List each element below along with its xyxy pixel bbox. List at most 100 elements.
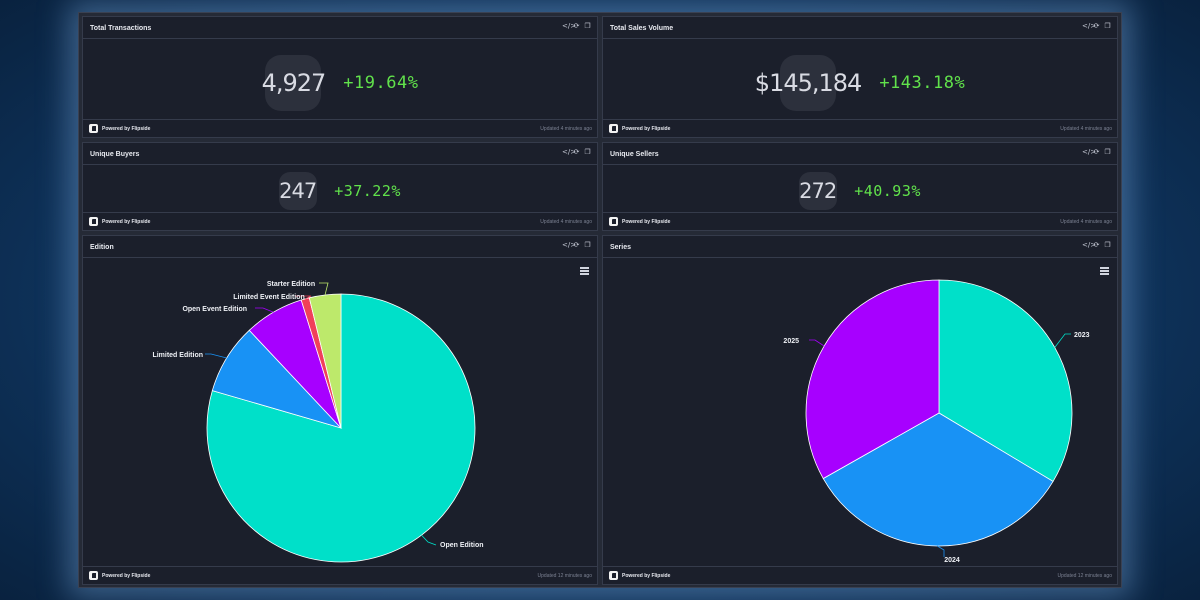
updated-timestamp: Updated 12 minutes ago (537, 573, 592, 579)
flipside-logo-icon (89, 571, 98, 580)
copy-icon[interactable]: ❐ (1104, 22, 1111, 30)
flipside-logo-icon (89, 124, 98, 133)
label-connector-2025 (809, 339, 825, 347)
powered-by-link[interactable]: Powered by Flipside (89, 571, 150, 580)
copy-icon[interactable]: ❐ (1104, 241, 1111, 249)
panel-title: Total Sales Volume (610, 25, 674, 32)
unique-buyers-panel: Unique Buyers </> ⟳ ❐ 247 +37.22% Powere… (82, 142, 598, 231)
pie-label-2024: 2024 (944, 557, 960, 564)
powered-by-text: Powered by Flipside (622, 572, 671, 579)
code-icon[interactable]: </> (1082, 22, 1097, 30)
panel-title: Unique Sellers (610, 151, 659, 158)
panel-footer: Powered by Flipside Updated 4 minutes ag… (83, 119, 597, 137)
edition-pie-chart: Open Edition Limited Edition Open Event Ed… (152, 281, 484, 563)
flipside-watermark-icon (265, 55, 322, 111)
flipside-watermark-icon (278, 172, 317, 210)
panel-actions: </> ⟳ ❐ (1082, 149, 1111, 156)
panel-actions: </> ⟳ ❐ (562, 149, 591, 156)
refresh-icon[interactable]: ⟳ (1093, 241, 1100, 249)
pie-slice-2025[interactable] (805, 279, 940, 480)
code-icon[interactable]: </> (562, 22, 577, 30)
panel-actions: </> ⟳ ❐ (1082, 23, 1111, 30)
pie-label-2023: 2023 (1074, 332, 1090, 339)
refresh-icon[interactable]: ⟳ (573, 148, 580, 156)
series-pie-chart: 2023 2024 2025 (783, 279, 1090, 564)
refresh-icon[interactable]: ⟳ (1093, 148, 1100, 156)
panel-footer: Powered by Flipside Updated 4 minutes ag… (603, 119, 1117, 137)
powered-by-link[interactable]: Powered by Flipside (609, 217, 670, 226)
panel-footer: Powered by Flipside Updated 4 minutes ag… (83, 212, 597, 230)
edition-panel: Edition </> ⟳ ❐ Open Edition Limited Edit… (82, 235, 598, 585)
powered-by-link[interactable]: Powered by Flipside (89, 124, 150, 133)
stat-number: $145,184 (754, 69, 863, 97)
powered-by-text: Powered by Flipside (622, 218, 671, 225)
panel-header: Unique Sellers </> ⟳ ❐ (603, 143, 1117, 165)
powered-by-link[interactable]: Powered by Flipside (89, 217, 150, 226)
stat-row: 272 +40.93% (603, 169, 1117, 213)
powered-by-link[interactable]: Powered by Flipside (609, 571, 670, 580)
panel-title: Series (610, 244, 632, 251)
copy-icon[interactable]: ❐ (584, 241, 591, 249)
updated-timestamp: Updated 12 minutes ago (1057, 573, 1112, 579)
refresh-icon[interactable]: ⟳ (573, 241, 580, 249)
stat-number: 247 (279, 179, 317, 203)
hamburger-menu-icon[interactable] (1100, 267, 1109, 275)
stat-row: 4,927 +19.64% (83, 47, 597, 119)
label-connector-starter-edition (319, 282, 329, 296)
panel-actions: </> ⟳ ❐ (1082, 242, 1111, 249)
label-connector-2023 (1054, 333, 1071, 348)
stat-change: +19.64% (343, 73, 419, 93)
copy-icon[interactable]: ❐ (1104, 148, 1111, 156)
powered-by-text: Powered by Flipside (622, 125, 671, 132)
code-icon[interactable]: </> (562, 148, 577, 156)
flipside-logo-icon (609, 124, 618, 133)
panel-footer: Powered by Flipside Updated 12 minutes a… (83, 566, 597, 584)
refresh-icon[interactable]: ⟳ (573, 22, 580, 30)
panel-header: Unique Buyers </> ⟳ ❐ (83, 143, 597, 165)
updated-timestamp: Updated 4 minutes ago (1060, 219, 1112, 225)
hamburger-menu-icon[interactable] (580, 267, 589, 275)
code-icon[interactable]: </> (1082, 241, 1097, 249)
stat-value: 247 (278, 172, 317, 210)
refresh-icon[interactable]: ⟳ (1093, 22, 1100, 30)
copy-icon[interactable]: ❐ (584, 148, 591, 156)
updated-timestamp: Updated 4 minutes ago (540, 219, 592, 225)
stat-row: $145,184 +143.18% (603, 47, 1117, 119)
label-connector-limited-event-edition (295, 295, 312, 300)
flipside-logo-icon (89, 217, 98, 226)
panel-header: Total Sales Volume </> ⟳ ❐ (603, 17, 1117, 39)
code-icon[interactable]: </> (562, 241, 577, 249)
panel-header: Total Transactions </> ⟳ ❐ (83, 17, 597, 39)
label-connector-open-event-edition (255, 307, 274, 313)
code-icon[interactable]: </> (1082, 148, 1097, 156)
panel-actions: </> ⟳ ❐ (562, 23, 591, 30)
flipside-logo-icon (609, 217, 618, 226)
updated-timestamp: Updated 4 minutes ago (540, 126, 592, 132)
panel-footer: Powered by Flipside Updated 12 minutes a… (603, 566, 1117, 584)
pie-label-starter-edition: Starter Edition (267, 281, 315, 288)
stat-value: 272 (798, 172, 837, 210)
pie-slice-2023[interactable] (938, 279, 1073, 482)
panel-title: Edition (90, 244, 114, 251)
series-panel: Series </> ⟳ ❐ 2023 2024 2025 Powered by F… (602, 235, 1118, 585)
stat-value: $145,184 (754, 55, 863, 111)
stat-number: 272 (799, 179, 837, 203)
pie-label-limited-event-edition: Limited Event Edition (233, 294, 305, 301)
label-connector-limited-edition (205, 353, 227, 359)
stat-value: 4,927 (262, 55, 326, 111)
panel-title: Total Transactions (90, 25, 152, 32)
panel-header: Series </> ⟳ ❐ (603, 236, 1117, 258)
stat-change: +40.93% (854, 182, 921, 200)
pie-label-open-event-edition: Open Event Edition (182, 306, 247, 313)
powered-by-text: Powered by Flipside (102, 125, 151, 132)
panel-actions: </> ⟳ ❐ (562, 242, 591, 249)
panel-title: Unique Buyers (90, 151, 140, 158)
stat-change: +37.22% (334, 182, 401, 200)
powered-by-link[interactable]: Powered by Flipside (609, 124, 670, 133)
powered-by-text: Powered by Flipside (102, 218, 151, 225)
pie-label-open-edition: Open Edition (440, 542, 484, 549)
unique-sellers-panel: Unique Sellers </> ⟳ ❐ 272 +40.93% Power… (602, 142, 1118, 231)
flipside-logo-icon (609, 571, 618, 580)
copy-icon[interactable]: ❐ (584, 22, 591, 30)
pie-label-2025: 2025 (783, 338, 799, 345)
